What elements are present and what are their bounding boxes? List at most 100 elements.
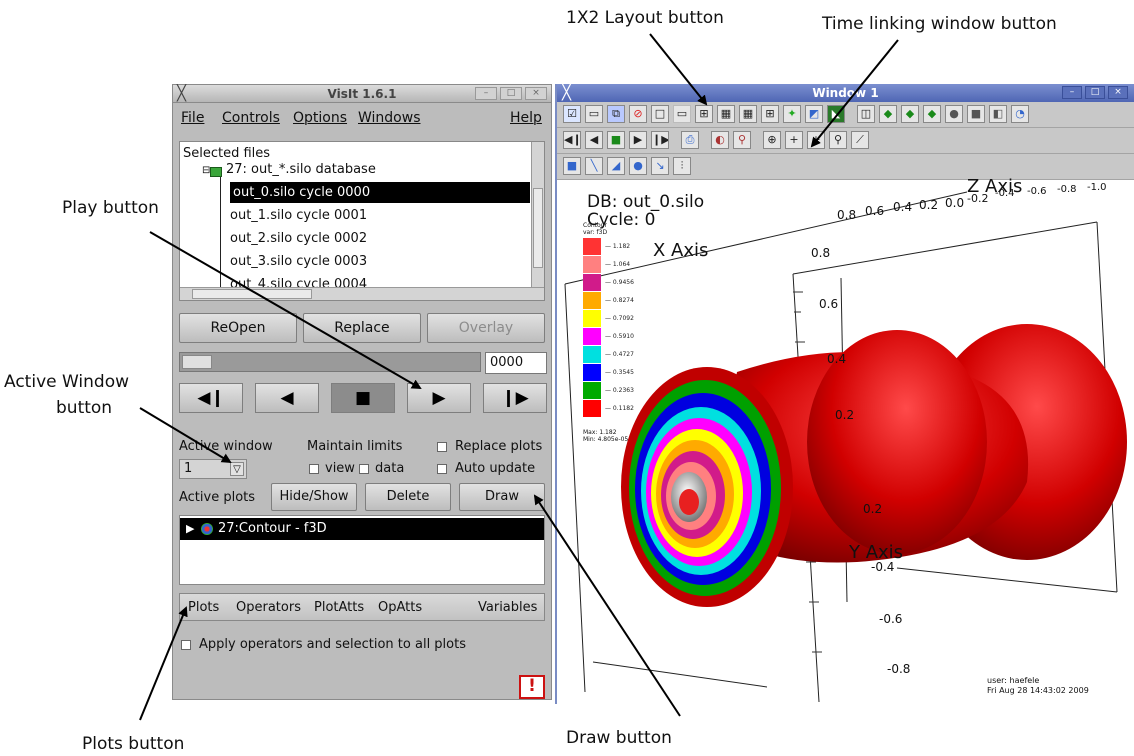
frame-number-field[interactable]: 0000 [485,352,547,374]
apply-all-checkbox[interactable] [181,640,191,650]
animation-step-forward-icon[interactable]: ❙▶ [651,131,669,149]
navigate-icon[interactable]: ⊕ [763,131,781,149]
copy-window-icon[interactable]: ⧉ [607,105,625,123]
database-item[interactable]: 27: out_*.silo database [226,159,376,180]
files-vscroll-thumb[interactable] [533,188,543,268]
play-button[interactable]: ▶ [407,383,471,413]
draw-button[interactable]: Draw [459,483,545,511]
viewer-title-bar[interactable]: ╳ Window 1 – □ × [557,84,1134,102]
files-hscroll-thumb[interactable] [192,289,312,299]
pick-tool-icon[interactable]: ✦ [783,105,801,123]
overlay-button[interactable]: Overlay [427,313,545,343]
step-back-button[interactable]: ◀❙ [179,383,243,413]
replace-plots-checkbox[interactable] [437,442,447,452]
delete-button[interactable]: Delete [365,483,451,511]
lock-tools-icon[interactable]: ◆ [901,105,919,123]
minimize-icon[interactable]: – [475,87,497,100]
opatts-menu[interactable]: OpAtts [378,600,422,615]
new-window-icon[interactable]: ▭ [585,105,603,123]
recenter-icon[interactable]: ◔ [1011,105,1029,123]
expand-arrow-icon[interactable]: ▶ [186,518,194,540]
error-alert-icon[interactable]: ! [519,675,545,699]
auto-update-label: Auto update [455,461,535,476]
reverse-play-button[interactable]: ◀ [255,383,319,413]
file-item-1[interactable]: out_1.silo cycle 0001 [230,205,367,226]
plots-menu[interactable]: Plots [188,600,219,615]
plane-widget-icon[interactable]: ◢ [607,157,625,175]
active-window-label: Active window [179,439,273,454]
lineout-icon[interactable]: ⟋ [851,131,869,149]
active-window-select[interactable]: 1 ▽ [179,459,247,479]
view-3d-icon[interactable]: ◫ [857,105,875,123]
file-item-2[interactable]: out_2.silo cycle 0002 [230,228,367,249]
layout-1x1-icon[interactable]: □ [651,105,669,123]
plot-list-item[interactable]: ▶ 27:Contour - f3D [180,518,544,540]
replace-button[interactable]: Replace [303,313,421,343]
main-title-bar[interactable]: ╳ VisIt 1.6.1 – □ × [173,85,551,103]
files-horizontal-scrollbar[interactable] [180,287,544,300]
stop-button[interactable]: ■ [331,383,395,413]
axis-restriction-icon[interactable]: ⫶ [673,157,691,175]
menu-controls[interactable]: Controls [222,110,280,126]
time-slider[interactable] [179,352,481,372]
view-checkbox[interactable] [309,464,319,474]
save-image-icon[interactable]: ⎙ [681,131,699,149]
step-forward-button[interactable]: ❙▶ [483,383,547,413]
clear-window-icon[interactable]: ⊘ [629,105,647,123]
menu-windows[interactable]: Windows [358,110,421,126]
selected-files-panel: Selected files ⊟ 27: out_*.silo database… [179,141,545,301]
lock-view-icon[interactable]: ◆ [879,105,897,123]
close-icon[interactable]: × [525,87,547,100]
sphere-tool-icon[interactable]: ● [629,157,647,175]
menu-file[interactable]: File [181,110,204,126]
time-slider-knob[interactable] [182,355,212,369]
auto-update-checkbox[interactable] [437,464,447,474]
file-item-3[interactable]: out_3.silo cycle 0003 [230,251,367,272]
layout-2x2-icon[interactable]: ⊞ [695,105,713,123]
zoom-icon[interactable]: ⚲ [829,131,847,149]
x-tick-6: -0.4 [995,188,1015,199]
invert-background-icon[interactable]: ◐ [711,131,729,149]
checkbox-tool-icon[interactable]: ☑ [563,105,581,123]
perspective-icon[interactable]: ■ [967,105,985,123]
x-axis-title: X Axis [653,240,708,261]
operators-menu[interactable]: Operators [236,600,301,615]
fullframe-icon[interactable]: ◧ [989,105,1007,123]
layout-3x3-icon[interactable]: ⊞ [761,105,779,123]
hide-show-button[interactable]: Hide/Show [271,483,357,511]
data-checkbox[interactable] [359,464,369,474]
zone-pick-icon[interactable]: + [785,131,803,149]
animation-step-back-icon[interactable]: ◀❙ [563,131,581,149]
plotatts-menu[interactable]: PlotAtts [314,600,364,615]
menu-options[interactable]: Options [293,110,347,126]
files-vertical-scrollbar[interactable] [531,142,544,288]
callout-active-window-line2: button [56,398,112,418]
plane-tool-icon[interactable]: ◣ [827,105,845,123]
spin-icon[interactable]: ● [945,105,963,123]
lock-time-icon[interactable]: ◆ [923,105,941,123]
layout-1x2-icon[interactable]: ▭ [673,105,691,123]
time-linking-icon[interactable]: ⚲ [733,131,751,149]
file-item-0[interactable]: out_0.silo cycle 0000 [230,182,530,203]
active-plots-label: Active plots [179,490,255,505]
view-label: view [325,461,355,476]
menu-help[interactable]: Help [510,110,542,126]
animation-play-icon[interactable]: ▶ [629,131,647,149]
layout-2x3-icon[interactable]: ▦ [717,105,735,123]
viewer-maximize-icon[interactable]: □ [1085,86,1105,99]
box-tool-icon[interactable]: ■ [563,157,581,175]
viewer-close-icon[interactable]: × [1108,86,1128,99]
line-tool-icon[interactable]: ╲ [585,157,603,175]
animation-stop-icon[interactable]: ■ [607,131,625,149]
variables-menu[interactable]: Variables [478,600,537,615]
animation-reverse-icon[interactable]: ◀ [585,131,603,149]
point-tool-icon[interactable]: ↘ [651,157,669,175]
node-pick-icon[interactable]: + [807,131,825,149]
layout-2x4-icon[interactable]: ▦ [739,105,757,123]
box-tool-icon[interactable]: ◩ [805,105,823,123]
visualization-canvas[interactable]: DB: out_0.silo Cycle: 0 X Axis Y Axis Z … [557,182,1134,704]
reopen-button[interactable]: ReOpen [179,313,297,343]
maximize-icon[interactable]: □ [500,87,522,100]
viewer-minimize-icon[interactable]: – [1062,86,1082,99]
chevron-down-icon[interactable]: ▽ [230,462,244,476]
